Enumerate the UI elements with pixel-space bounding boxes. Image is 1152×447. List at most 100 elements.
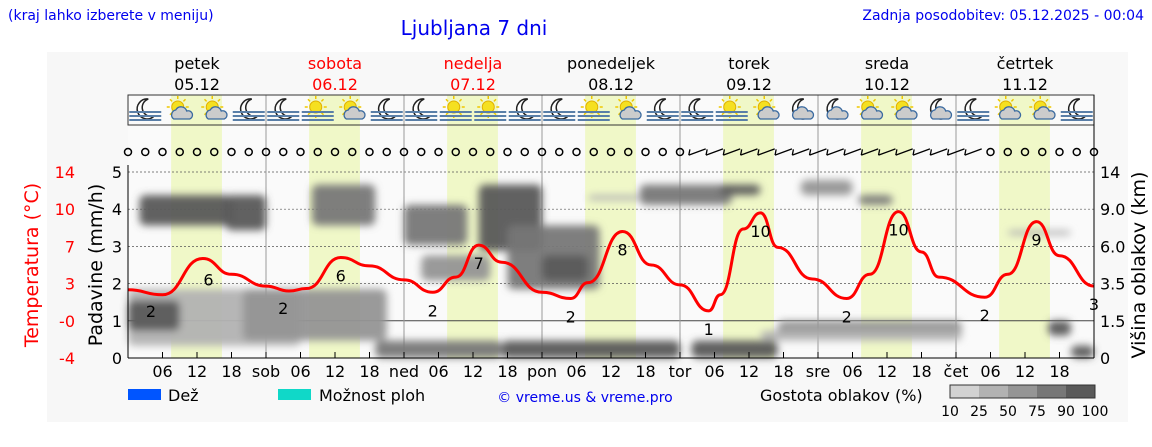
- moon-shape: [136, 98, 155, 120]
- sun-ray: [769, 98, 773, 102]
- barb-feather: [688, 149, 691, 156]
- temperature-tick: -4: [59, 349, 75, 368]
- cloud-height-tick: 1.5: [1100, 312, 1125, 331]
- precipitation-tick: 3: [112, 237, 122, 256]
- sun-ray: [355, 98, 359, 102]
- barb-feather: [912, 149, 915, 156]
- sun-ray: [596, 112, 601, 116]
- day-headers: petek 05.12 sobota 06.12 nedelja 07.12 ponedel…: [174, 54, 1054, 94]
- calm-wind-icon: [468, 147, 478, 157]
- x-tick-label: čet: [944, 362, 969, 381]
- cloud-layer: [421, 255, 491, 281]
- x-tick-label: 12: [187, 362, 207, 381]
- wind-barb-icon: [860, 148, 879, 156]
- sun-ray: [872, 98, 877, 102]
- sun-ray: [734, 98, 739, 102]
- moon-fog-icon: [1060, 98, 1093, 121]
- location-hint-link[interactable]: (kraj lahko izberete v meniju): [8, 8, 214, 24]
- precipitation-tick: 4: [112, 200, 122, 219]
- cloud-shape: [619, 106, 642, 120]
- calm-wind-icon: [244, 147, 253, 157]
- temperature-label: 6: [336, 267, 346, 286]
- barb-feather: [774, 149, 777, 156]
- barb-shaft: [843, 148, 862, 156]
- moon-cloud-icon: [826, 98, 849, 120]
- barb-shaft: [740, 148, 758, 156]
- calm-wind-icon: [434, 147, 443, 157]
- x-tick-label: 18: [359, 362, 379, 381]
- barb-feather: [964, 149, 967, 156]
- cloud-height-tick: 14: [1100, 163, 1120, 182]
- sun-ray: [203, 98, 208, 102]
- cloud-height-axis-label: Višina oblakov (km): [1128, 172, 1150, 359]
- moon-shape: [964, 98, 983, 120]
- temperature-label: 9: [1031, 231, 1041, 250]
- cloud-layer: [243, 289, 387, 341]
- copyright-link[interactable]: © vreme.us & vreme.pro: [497, 390, 672, 406]
- wind-barb-icon: [912, 148, 931, 156]
- barb-shaft: [809, 148, 827, 156]
- day-date: 11.12: [1002, 75, 1048, 94]
- x-tick-label: 12: [1015, 362, 1035, 381]
- moon-shape: [653, 98, 673, 120]
- sun-cloud-icon: [994, 96, 1022, 120]
- temperature-label: 10: [750, 222, 770, 241]
- x-tick-label: 18: [221, 362, 241, 381]
- sun-ray: [307, 112, 311, 116]
- temp-axis-panel: [47, 52, 80, 422]
- temperature-label: 2: [842, 307, 852, 326]
- wind-row: [123, 147, 1099, 157]
- calm-wind-icon: [658, 147, 667, 157]
- precipitation-tick: 0: [112, 349, 122, 368]
- calm-wind-icon: [520, 147, 529, 157]
- calm-wind-icon: [296, 147, 305, 157]
- wind-barb-icon: [705, 148, 724, 156]
- sun-ray: [859, 98, 863, 102]
- cloud-shape: [205, 106, 228, 120]
- last-update: Zadnja posodobitev: 05.12.2025 - 00:04: [862, 8, 1144, 24]
- temperature-label: 2: [278, 299, 288, 318]
- day-date: 07.12: [450, 75, 496, 94]
- moon-fog-icon: [129, 98, 162, 121]
- barb-shaft: [723, 148, 741, 156]
- temperature-tick: 10: [55, 200, 75, 219]
- calm-wind-icon: [192, 147, 202, 157]
- barb-feather: [929, 149, 933, 156]
- barb-feather: [808, 149, 812, 156]
- x-tick-label: 06: [566, 362, 586, 381]
- temperature-label: 2: [980, 306, 990, 325]
- cloud-shape: [826, 106, 849, 120]
- sun-ray: [893, 98, 898, 102]
- barb-shaft: [705, 148, 724, 156]
- barb-feather: [843, 149, 846, 156]
- day-date: 09.12: [726, 75, 772, 94]
- sun-ray: [445, 98, 449, 102]
- calm-wind-icon: [313, 147, 322, 157]
- wind-barb-icon: [722, 148, 741, 156]
- moon-shape: [274, 98, 293, 120]
- temperature-label: 2: [146, 302, 156, 321]
- barb-shaft: [861, 148, 879, 156]
- x-tick-label: 12: [877, 362, 897, 381]
- cloud-layer: [1048, 320, 1071, 336]
- barb-shaft: [912, 148, 931, 156]
- calm-wind-icon: [417, 147, 426, 157]
- cloud-layer: [404, 204, 468, 246]
- sun-ray: [1045, 98, 1049, 102]
- barb-feather: [757, 149, 760, 156]
- sun-ray: [307, 98, 311, 102]
- cloud-density: [128, 180, 1094, 358]
- moon-cloud-icon: [791, 98, 815, 120]
- density-level-label: 90: [1057, 404, 1075, 420]
- wind-barb-icon: [895, 148, 913, 156]
- x-tick-label: 18: [1049, 362, 1069, 381]
- day-name: nedelja: [444, 54, 503, 73]
- cloud-shape: [861, 106, 884, 120]
- temperature-label: 6: [203, 271, 213, 290]
- day-name: petek: [174, 54, 220, 73]
- cloud-layer: [720, 184, 761, 196]
- cloud-layer: [691, 340, 778, 358]
- calm-wind-icon: [1003, 147, 1012, 157]
- barb-feather: [722, 149, 726, 156]
- wind-barb-icon: [929, 148, 948, 156]
